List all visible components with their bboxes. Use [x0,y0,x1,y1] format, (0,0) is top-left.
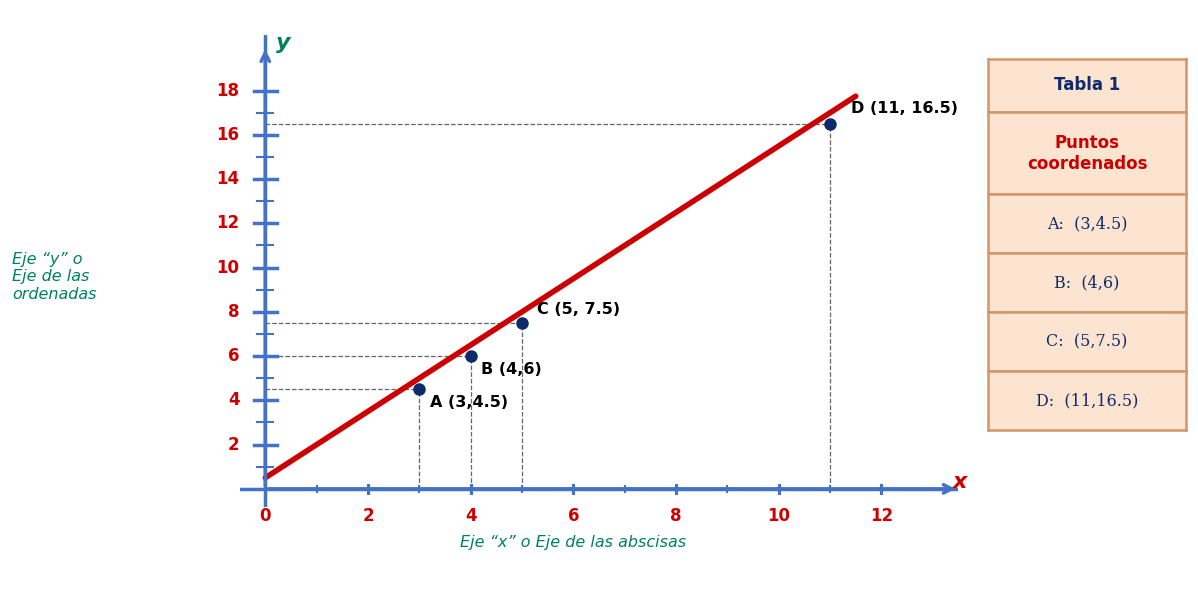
Text: Puntos
coordenados: Puntos coordenados [1027,134,1148,173]
Text: 8: 8 [670,507,682,525]
Text: Eje “x” o Eje de las abscisas: Eje “x” o Eje de las abscisas [460,535,686,550]
Text: 4: 4 [228,391,240,409]
Text: x: x [954,472,968,492]
Text: 10: 10 [217,259,240,277]
Text: 2: 2 [362,507,374,525]
Text: 18: 18 [217,82,240,100]
Text: 8: 8 [228,303,240,321]
Text: C (5, 7.5): C (5, 7.5) [538,302,621,317]
Text: C:  (5,7.5): C: (5,7.5) [1047,333,1127,350]
Text: 2: 2 [228,436,240,454]
Text: 16: 16 [217,126,240,144]
Text: 14: 14 [217,170,240,188]
Text: 6: 6 [228,347,240,365]
Text: A (3,4.5): A (3,4.5) [430,395,508,410]
Text: y: y [276,33,290,53]
Text: 4: 4 [465,507,477,525]
Text: 0: 0 [260,507,271,525]
Text: 12: 12 [870,507,893,525]
Text: B:  (4,6): B: (4,6) [1054,274,1120,291]
Text: 10: 10 [767,507,791,525]
Text: Tabla 1: Tabla 1 [1054,77,1120,94]
Text: 6: 6 [568,507,579,525]
Text: D (11, 16.5): D (11, 16.5) [851,101,957,116]
Text: A:  (3,4.5): A: (3,4.5) [1047,216,1127,232]
Text: Eje “y” o
Eje de las
ordenadas: Eje “y” o Eje de las ordenadas [12,252,97,302]
Text: 12: 12 [217,214,240,233]
Text: B (4,6): B (4,6) [480,362,541,377]
Text: D:  (11,16.5): D: (11,16.5) [1036,392,1138,409]
